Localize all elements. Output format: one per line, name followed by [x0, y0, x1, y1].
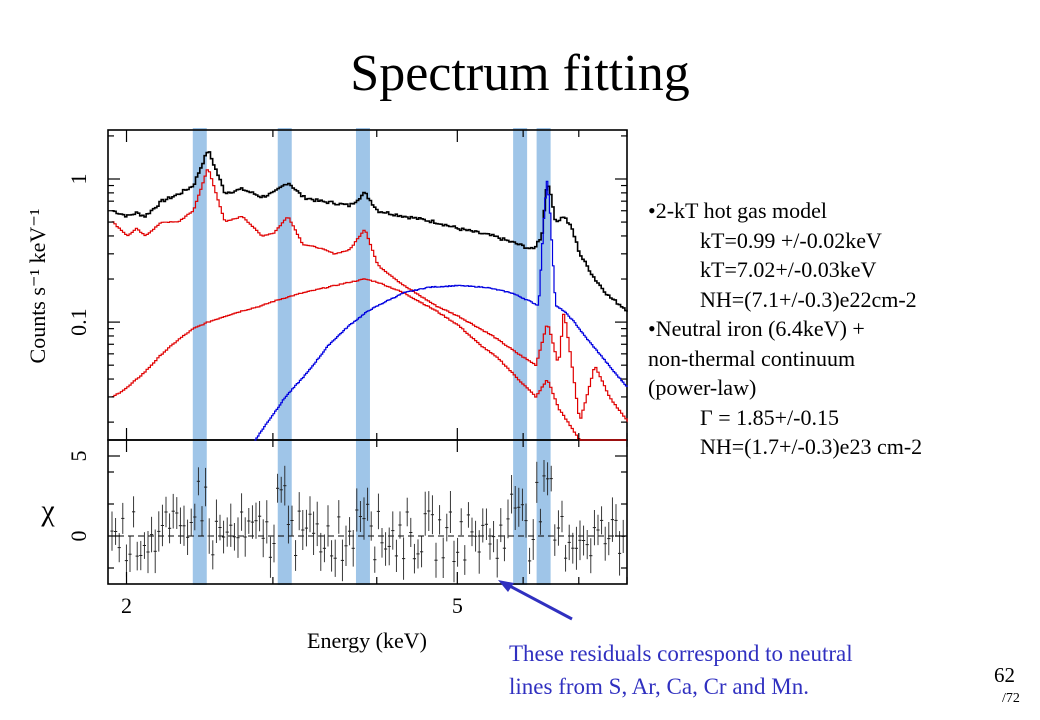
y-tick-label-bottom: 0 — [66, 531, 91, 542]
annotation-arrow — [498, 580, 573, 621]
fit-parameter-line: kT=7.02+/-0.03keV — [700, 257, 877, 282]
y-tick-label-bottom: 5 — [66, 451, 91, 462]
y-axis-label-bottom: χ — [40, 494, 55, 527]
highlight-band — [192, 128, 207, 585]
y-tick-label-top: 1 — [66, 174, 91, 185]
fit-parameter-line: NH=(7.1+/-0.3)e22cm-2 — [700, 286, 917, 312]
fit-parameter-line: NH=(1.7+/-0.3)e23 cm-2 — [700, 434, 923, 459]
series-line-total — [111, 151, 628, 312]
fit-parameters-list: •2-kT hot gas model kT=0.99 +/-0.02keV kT=… — [648, 196, 1038, 462]
page-number: 62 — [994, 663, 1015, 687]
spectrum-chart: 2 5 1 0.1 5 0 Energy (keV) Counts s⁻¹ keV⁻¹ χ — [25, 128, 628, 653]
highlight-band — [355, 128, 370, 585]
series-line-power-law-iron — [254, 180, 628, 441]
residuals-note: These residuals correspond to neutral li… — [509, 637, 979, 703]
arrow-head — [498, 580, 514, 592]
x-axis-label: Energy (keV) — [307, 628, 427, 653]
ticks-group — [108, 130, 628, 584]
highlight-band — [277, 128, 292, 585]
page-total: /72 — [1002, 691, 1020, 706]
highlight-band — [513, 128, 528, 585]
residuals-note-line-2: lines from S, Ar, Ca, Cr and Mn. — [509, 674, 809, 699]
y-tick-label-top: 0.1 — [66, 308, 91, 336]
highlight-bands — [192, 128, 551, 585]
y-axis-label-top: Counts s⁻¹ keV⁻¹ — [25, 209, 50, 364]
fit-parameter-line: non-thermal continuum — [648, 345, 856, 371]
residuals-group — [108, 460, 627, 583]
fit-parameter-line: •2-kT hot gas model — [648, 198, 827, 223]
highlight-band — [536, 128, 551, 585]
residuals-note-line-1: These residuals correspond to neutral — [509, 641, 853, 666]
x-tick-label: 5 — [452, 593, 463, 618]
slide-title: Spectrum fitting — [350, 45, 690, 102]
arrow-shaft — [505, 582, 573, 621]
bottom-panel-border — [107, 439, 628, 585]
fit-parameter-line: kT=0.99 +/-0.02keV — [700, 227, 882, 253]
fit-parameter-line: •Neutral iron (6.4keV) + — [648, 316, 865, 341]
series-line-hot-plasma — [111, 278, 627, 441]
series-line-cool-plasma — [111, 169, 628, 423]
tick-labels: 2 5 1 0.1 5 0 — [66, 174, 463, 618]
bottom-panel-frame — [107, 439, 628, 585]
fit-parameter-line: Γ = 1.85+/-0.15 — [700, 404, 839, 430]
fit-parameter-line: (power-law) — [648, 375, 757, 400]
series-group — [111, 151, 628, 441]
x-tick-label: 2 — [121, 593, 132, 618]
